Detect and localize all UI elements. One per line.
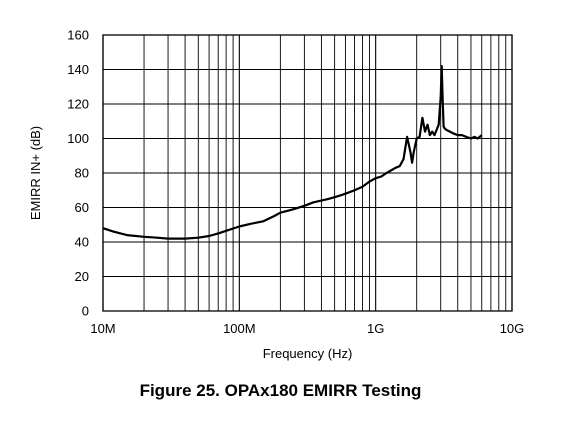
y-tick-label: 0: [82, 304, 89, 319]
y-tick-label: 80: [75, 166, 89, 181]
chart: 0 20 40 60 80 100 120 140 160 10M 100M 1G 10G Freque…: [28, 28, 524, 362]
tick-labels: 0 20 40 60 80 100 120 140 160 10M 100M 1G 10G: [67, 28, 524, 337]
y-tick-label: 140: [67, 62, 89, 77]
y-axis-label: EMIRR IN+ (dB): [28, 126, 43, 220]
x-tick-label: 100M: [223, 321, 256, 336]
y-tick-label: 60: [75, 200, 89, 215]
grid: [102, 34, 513, 312]
x-axis-label: Frequency (Hz): [263, 346, 353, 361]
x-tick-label: 1G: [367, 321, 384, 336]
y-tick-label: 40: [75, 235, 89, 250]
y-tick-label: 20: [75, 269, 89, 284]
y-tick-label: 160: [67, 28, 89, 43]
y-tick-label: 120: [67, 97, 89, 112]
series-line: [102, 65, 483, 240]
x-tick-label: 10G: [500, 321, 525, 336]
y-tick-label: 100: [67, 131, 89, 146]
figure-caption: Figure 25. OPAx180 EMIRR Testing: [139, 381, 422, 400]
plot-frame: [102, 34, 513, 312]
x-tick-label: 10M: [90, 321, 115, 336]
